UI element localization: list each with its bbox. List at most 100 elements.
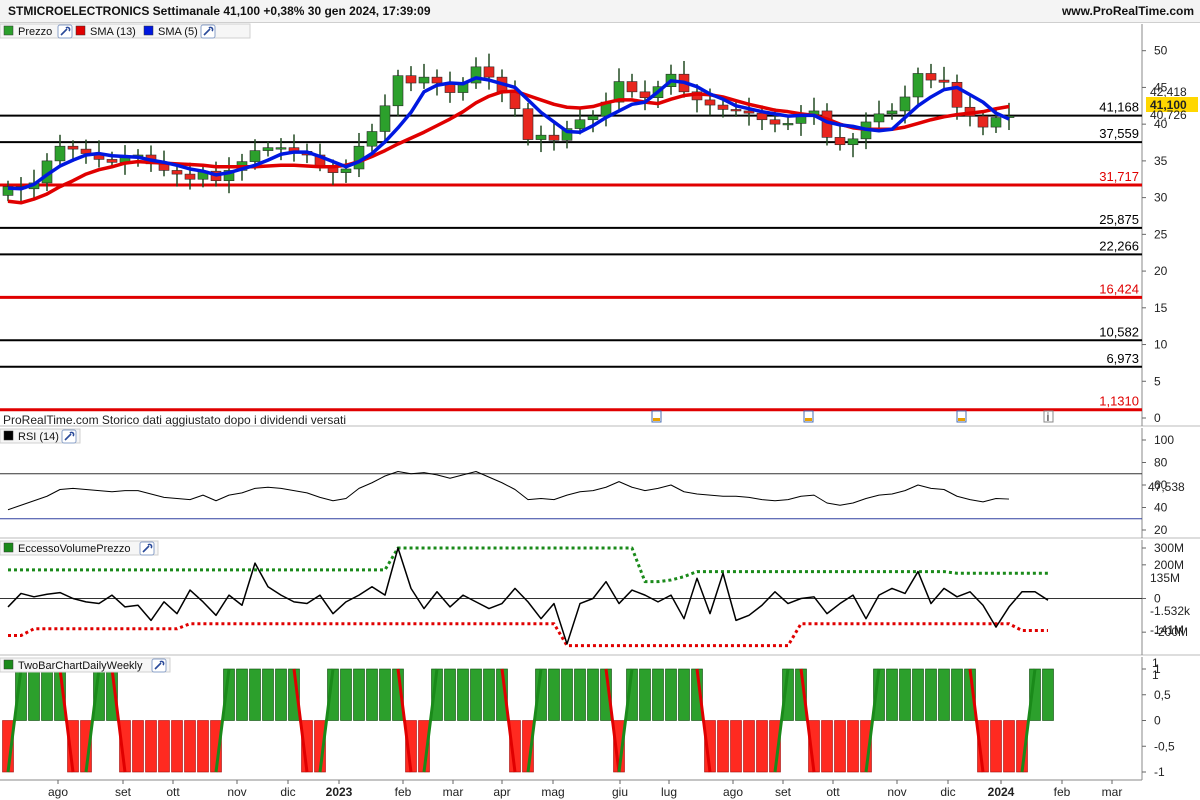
x-tick-label: giu bbox=[612, 785, 628, 799]
candle bbox=[2, 186, 14, 196]
x-tick-label: 2024 bbox=[988, 785, 1015, 799]
wrench-icon-glyph bbox=[60, 26, 71, 36]
price-y-tick-label: 35 bbox=[1154, 154, 1168, 168]
x-tick-label: ago bbox=[723, 785, 743, 799]
price-y-tick-label: 30 bbox=[1154, 191, 1168, 205]
twobar-bar bbox=[158, 720, 170, 773]
price-y-tick-label: 50 bbox=[1154, 44, 1168, 58]
twobar-transition bbox=[604, 668, 621, 773]
twobar-transition bbox=[84, 668, 101, 773]
twobar-transition bbox=[968, 668, 985, 773]
candle bbox=[886, 110, 898, 115]
dividend-event-icon bbox=[651, 410, 662, 423]
candle bbox=[613, 81, 625, 103]
twobar-bar bbox=[366, 668, 378, 721]
level-label: 16,424 bbox=[1099, 281, 1139, 296]
x-tick-label: nov bbox=[227, 785, 246, 799]
x-tick-label: mar bbox=[443, 785, 464, 799]
tbc-panel: 1 0,5 0 -0,5 -1 11 bbox=[2, 656, 1175, 780]
price-badge: 42,418 bbox=[1150, 85, 1187, 99]
candle bbox=[405, 75, 417, 84]
rsi-legend-bar bbox=[0, 428, 81, 444]
twobar-bar bbox=[197, 720, 209, 773]
level-label: 6,973 bbox=[1106, 351, 1139, 366]
info-event-icon-glyph: i bbox=[1047, 410, 1050, 424]
rsi-y-tick-label: 100 bbox=[1154, 433, 1174, 447]
tbc-y-tick-label: 0 bbox=[1154, 714, 1161, 728]
level-label: 37,559 bbox=[1099, 126, 1139, 141]
rsi-y-tick-label: 40 bbox=[1154, 501, 1168, 515]
wrench-icon[interactable] bbox=[151, 658, 167, 673]
twobar-bar bbox=[652, 668, 664, 721]
price-y-tick-label: 45 bbox=[1154, 80, 1168, 94]
panel-legends[interactable]: Prezzo SMA (13) SMA (5) RSI (14) EccessoVolu… bbox=[0, 23, 251, 673]
candlestick-icon bbox=[3, 25, 14, 36]
twobar-bar bbox=[730, 720, 742, 773]
wrench-icon-glyph bbox=[203, 26, 214, 36]
sma13-legend-swatch bbox=[75, 25, 86, 36]
price-badge: 40,726 bbox=[1150, 108, 1187, 122]
twobar-bar bbox=[912, 668, 924, 721]
candle bbox=[587, 115, 599, 121]
twobar-bar bbox=[847, 720, 859, 773]
candle bbox=[730, 109, 742, 112]
twobar-bar bbox=[639, 668, 651, 721]
rsi-badge: 47,538 bbox=[1148, 480, 1185, 494]
candle bbox=[379, 105, 391, 132]
twobar-bar bbox=[743, 720, 755, 773]
twobar-bar bbox=[28, 668, 40, 721]
x-tick-label: feb bbox=[1054, 785, 1071, 799]
candle bbox=[184, 173, 196, 180]
wrench-icon[interactable] bbox=[57, 24, 73, 39]
candle bbox=[847, 138, 859, 146]
tbc-y-tick-label: 1 bbox=[1154, 662, 1161, 676]
sma5-legend-swatch bbox=[143, 25, 154, 36]
twobar-transition bbox=[318, 668, 335, 773]
twobar-bar bbox=[171, 720, 183, 773]
wrench-icon[interactable] bbox=[200, 24, 216, 39]
rsi-y-tick-label: 20 bbox=[1154, 523, 1168, 537]
legend-prezzo: Prezzo bbox=[18, 26, 52, 38]
level-label: 22,266 bbox=[1099, 238, 1139, 253]
candle bbox=[509, 91, 521, 110]
twobar-transition bbox=[617, 668, 634, 773]
candle bbox=[925, 73, 937, 81]
candle bbox=[340, 168, 352, 173]
twobar-transition bbox=[292, 668, 309, 773]
twobar-bar bbox=[717, 720, 729, 773]
evp-legend-swatch bbox=[3, 542, 14, 553]
evp-lower-band bbox=[8, 622, 1048, 648]
data-footnote: ProRealTime.com Storico dati aggiustato … bbox=[3, 413, 346, 427]
evp-badge-upper: 135M bbox=[1150, 571, 1180, 585]
dividend-event-icon-bar bbox=[653, 418, 660, 421]
legend-rsi: RSI (14) bbox=[18, 431, 59, 443]
level-label: 25,875 bbox=[1099, 212, 1139, 227]
twobar-transition bbox=[500, 668, 517, 773]
twobar-transition bbox=[864, 668, 881, 773]
twobar-bar bbox=[353, 668, 365, 721]
dividend-event-icon bbox=[956, 410, 967, 423]
twobar-bar bbox=[1042, 668, 1054, 721]
wrench-icon-glyph bbox=[64, 431, 75, 441]
site-label: www.ProRealTime.com bbox=[1061, 4, 1194, 18]
wrench-icon-glyph bbox=[154, 660, 165, 670]
wrench-icon-glyph bbox=[142, 543, 153, 553]
twobar-bar bbox=[184, 720, 196, 773]
wrench-icon[interactable] bbox=[61, 429, 77, 444]
twobar-bar bbox=[1003, 720, 1015, 773]
twobar-bar bbox=[249, 668, 261, 721]
twobar-bar bbox=[587, 668, 599, 721]
x-axis: ago set ott nov dic 2023 feb mar apr mag giu lug ago… bbox=[0, 779, 1142, 799]
candle bbox=[223, 170, 235, 182]
twobar-transition bbox=[214, 668, 231, 773]
rsi-line bbox=[7, 471, 1010, 511]
candle bbox=[990, 117, 1002, 128]
x-tick-label: ott bbox=[166, 785, 180, 799]
candle bbox=[548, 134, 560, 141]
x-tick-label: ott bbox=[826, 785, 840, 799]
twobar-bar bbox=[678, 668, 690, 721]
tbc-legend-bar bbox=[0, 657, 171, 673]
wrench-icon[interactable] bbox=[139, 541, 155, 556]
twobar-bar bbox=[834, 720, 846, 773]
